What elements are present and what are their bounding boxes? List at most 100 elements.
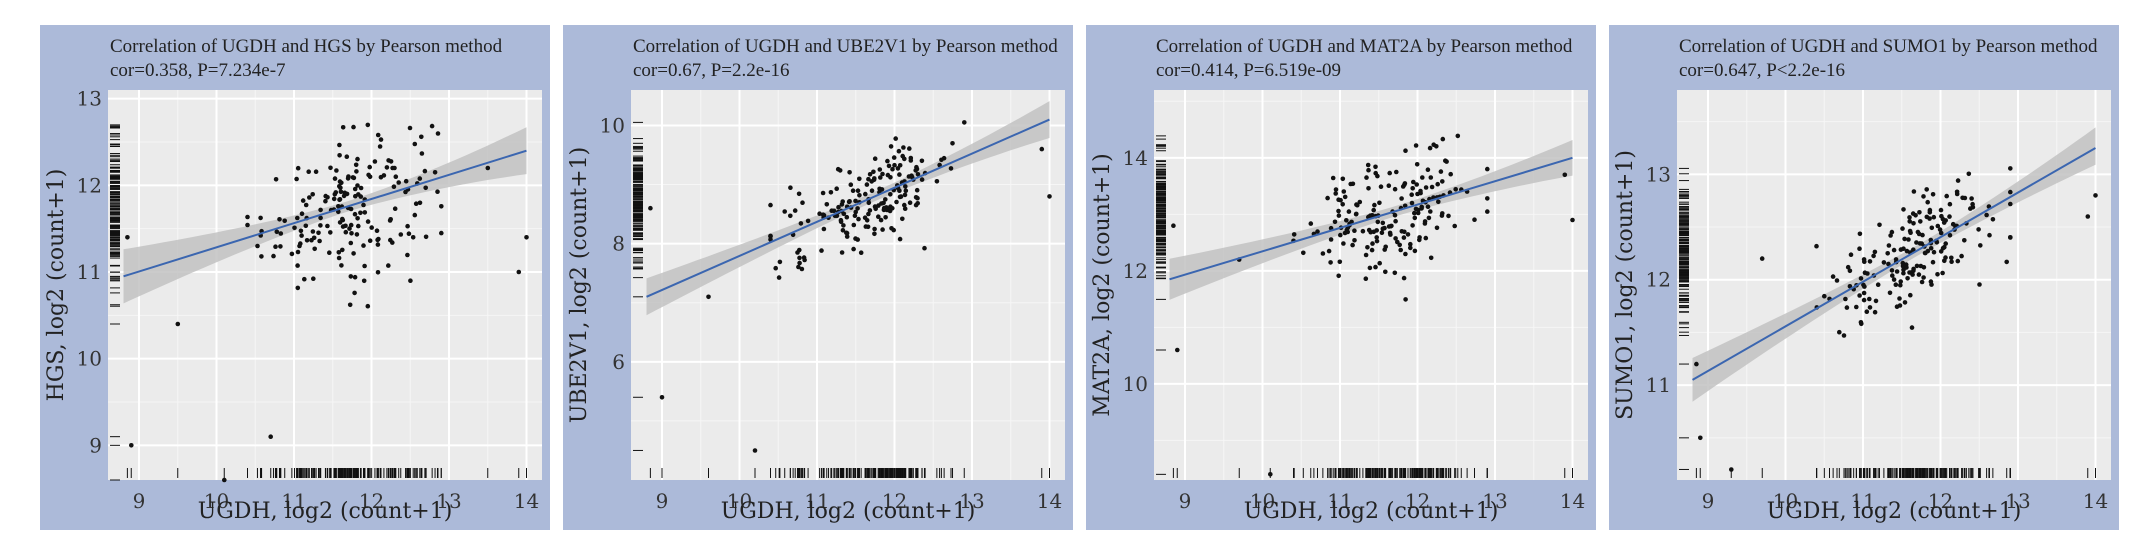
scatter-point bbox=[1379, 230, 1385, 235]
scatter-point bbox=[292, 225, 297, 231]
scatter-point bbox=[245, 222, 250, 228]
scatter-point bbox=[1907, 228, 1913, 234]
scatter-point bbox=[878, 175, 883, 180]
scatter-point bbox=[331, 196, 337, 202]
scatter-point bbox=[1844, 305, 1850, 310]
scatter-point bbox=[1698, 435, 1703, 441]
scatter-point bbox=[864, 182, 870, 187]
scatter-point bbox=[1901, 246, 1906, 251]
plot-area bbox=[1154, 90, 1588, 480]
scatter-point bbox=[1374, 238, 1380, 244]
scatter-point bbox=[1357, 199, 1363, 205]
scatter-point bbox=[1834, 278, 1840, 283]
scatter-point bbox=[1877, 222, 1882, 228]
scatter-point bbox=[435, 131, 441, 136]
scatter-point bbox=[1830, 274, 1836, 279]
scatter-point bbox=[1370, 241, 1375, 246]
scatter-point bbox=[1412, 210, 1417, 216]
scatter-point bbox=[1446, 213, 1451, 219]
scatter-point bbox=[381, 173, 387, 178]
scatter-point bbox=[1366, 186, 1371, 191]
scatter-point bbox=[914, 187, 920, 193]
y-axis-label: MAT2A, log2 (count+1) bbox=[1090, 153, 1115, 416]
scatter-point bbox=[890, 166, 895, 172]
scatter-point bbox=[1365, 162, 1371, 168]
scatter-point bbox=[805, 218, 811, 224]
x-tick-label: 13 bbox=[959, 489, 984, 513]
scatter-point bbox=[1911, 189, 1917, 194]
scatter-point bbox=[1374, 235, 1379, 240]
scatter-point bbox=[897, 188, 902, 193]
scatter-point bbox=[852, 213, 858, 218]
scatter-point bbox=[1414, 162, 1420, 167]
scatter-point bbox=[1935, 272, 1940, 277]
scatter-point bbox=[1938, 207, 1944, 213]
scatter-point bbox=[340, 217, 346, 223]
scatter-point bbox=[1872, 309, 1878, 315]
scatter-point bbox=[1397, 242, 1402, 248]
scatter-point bbox=[857, 193, 862, 198]
scatter-point bbox=[273, 177, 279, 182]
scatter-point bbox=[1434, 144, 1439, 149]
scatter-point bbox=[1333, 191, 1338, 196]
scatter-point bbox=[648, 205, 653, 211]
scatter-point bbox=[309, 237, 314, 243]
scatter-point bbox=[853, 209, 858, 215]
scatter-point bbox=[311, 276, 316, 281]
scatter-point bbox=[1929, 225, 1935, 231]
scatter-point bbox=[1402, 182, 1407, 188]
scatter-point bbox=[1308, 221, 1314, 226]
scatter-point bbox=[1336, 197, 1341, 202]
scatter-point bbox=[867, 172, 873, 177]
scatter-point bbox=[706, 294, 711, 300]
scatter-point bbox=[390, 165, 395, 171]
scatter-point bbox=[1392, 212, 1398, 218]
scatter-point bbox=[1955, 178, 1961, 183]
scatter-point bbox=[1942, 258, 1947, 264]
scatter-point bbox=[347, 226, 352, 231]
scatter-point bbox=[890, 206, 895, 211]
scatter-point bbox=[1857, 293, 1862, 298]
scatter-point bbox=[877, 167, 883, 172]
scatter-point bbox=[1911, 247, 1916, 252]
scatter-point bbox=[439, 230, 444, 236]
scatter-point bbox=[1364, 175, 1369, 180]
scatter-point bbox=[1890, 273, 1895, 278]
scatter-point bbox=[1360, 228, 1366, 234]
scatter-point bbox=[1906, 237, 1911, 242]
scatter-point bbox=[879, 187, 885, 192]
scatter-point bbox=[1363, 252, 1369, 258]
scatter-point bbox=[1977, 282, 1982, 287]
scatter-point bbox=[1944, 193, 1949, 199]
scatter-point bbox=[1355, 202, 1360, 208]
scatter-point bbox=[1928, 246, 1934, 251]
scatter-point bbox=[1930, 192, 1936, 197]
scatter-point bbox=[338, 189, 344, 195]
scatter-point bbox=[869, 188, 875, 193]
scatter-point bbox=[313, 169, 319, 174]
scatter-point bbox=[299, 211, 305, 216]
scatter-point bbox=[312, 246, 318, 252]
scatter-point bbox=[1366, 227, 1372, 233]
x-tick-label: 13 bbox=[1482, 489, 1507, 513]
scatter-point bbox=[919, 177, 925, 182]
scatter-point bbox=[891, 155, 897, 160]
scatter-point bbox=[297, 243, 302, 249]
scatter-point bbox=[374, 228, 380, 233]
scatter-point bbox=[354, 169, 359, 174]
scatter-point bbox=[1914, 240, 1919, 245]
x-tick-label: 14 bbox=[1560, 489, 1585, 513]
scatter-point bbox=[343, 229, 349, 235]
scatter-point bbox=[1887, 290, 1893, 296]
scatter-point bbox=[1891, 277, 1897, 282]
scatter-point bbox=[405, 223, 410, 229]
scatter-point bbox=[365, 219, 371, 224]
scatter-point bbox=[332, 176, 338, 181]
scatter-point bbox=[1857, 246, 1862, 251]
scatter-point bbox=[773, 265, 778, 271]
scatter-point bbox=[1353, 211, 1359, 217]
scatter-point bbox=[358, 185, 364, 191]
scatter-point bbox=[792, 208, 798, 213]
scatter-point bbox=[1864, 309, 1870, 315]
x-tick-label: 12 bbox=[359, 489, 384, 513]
